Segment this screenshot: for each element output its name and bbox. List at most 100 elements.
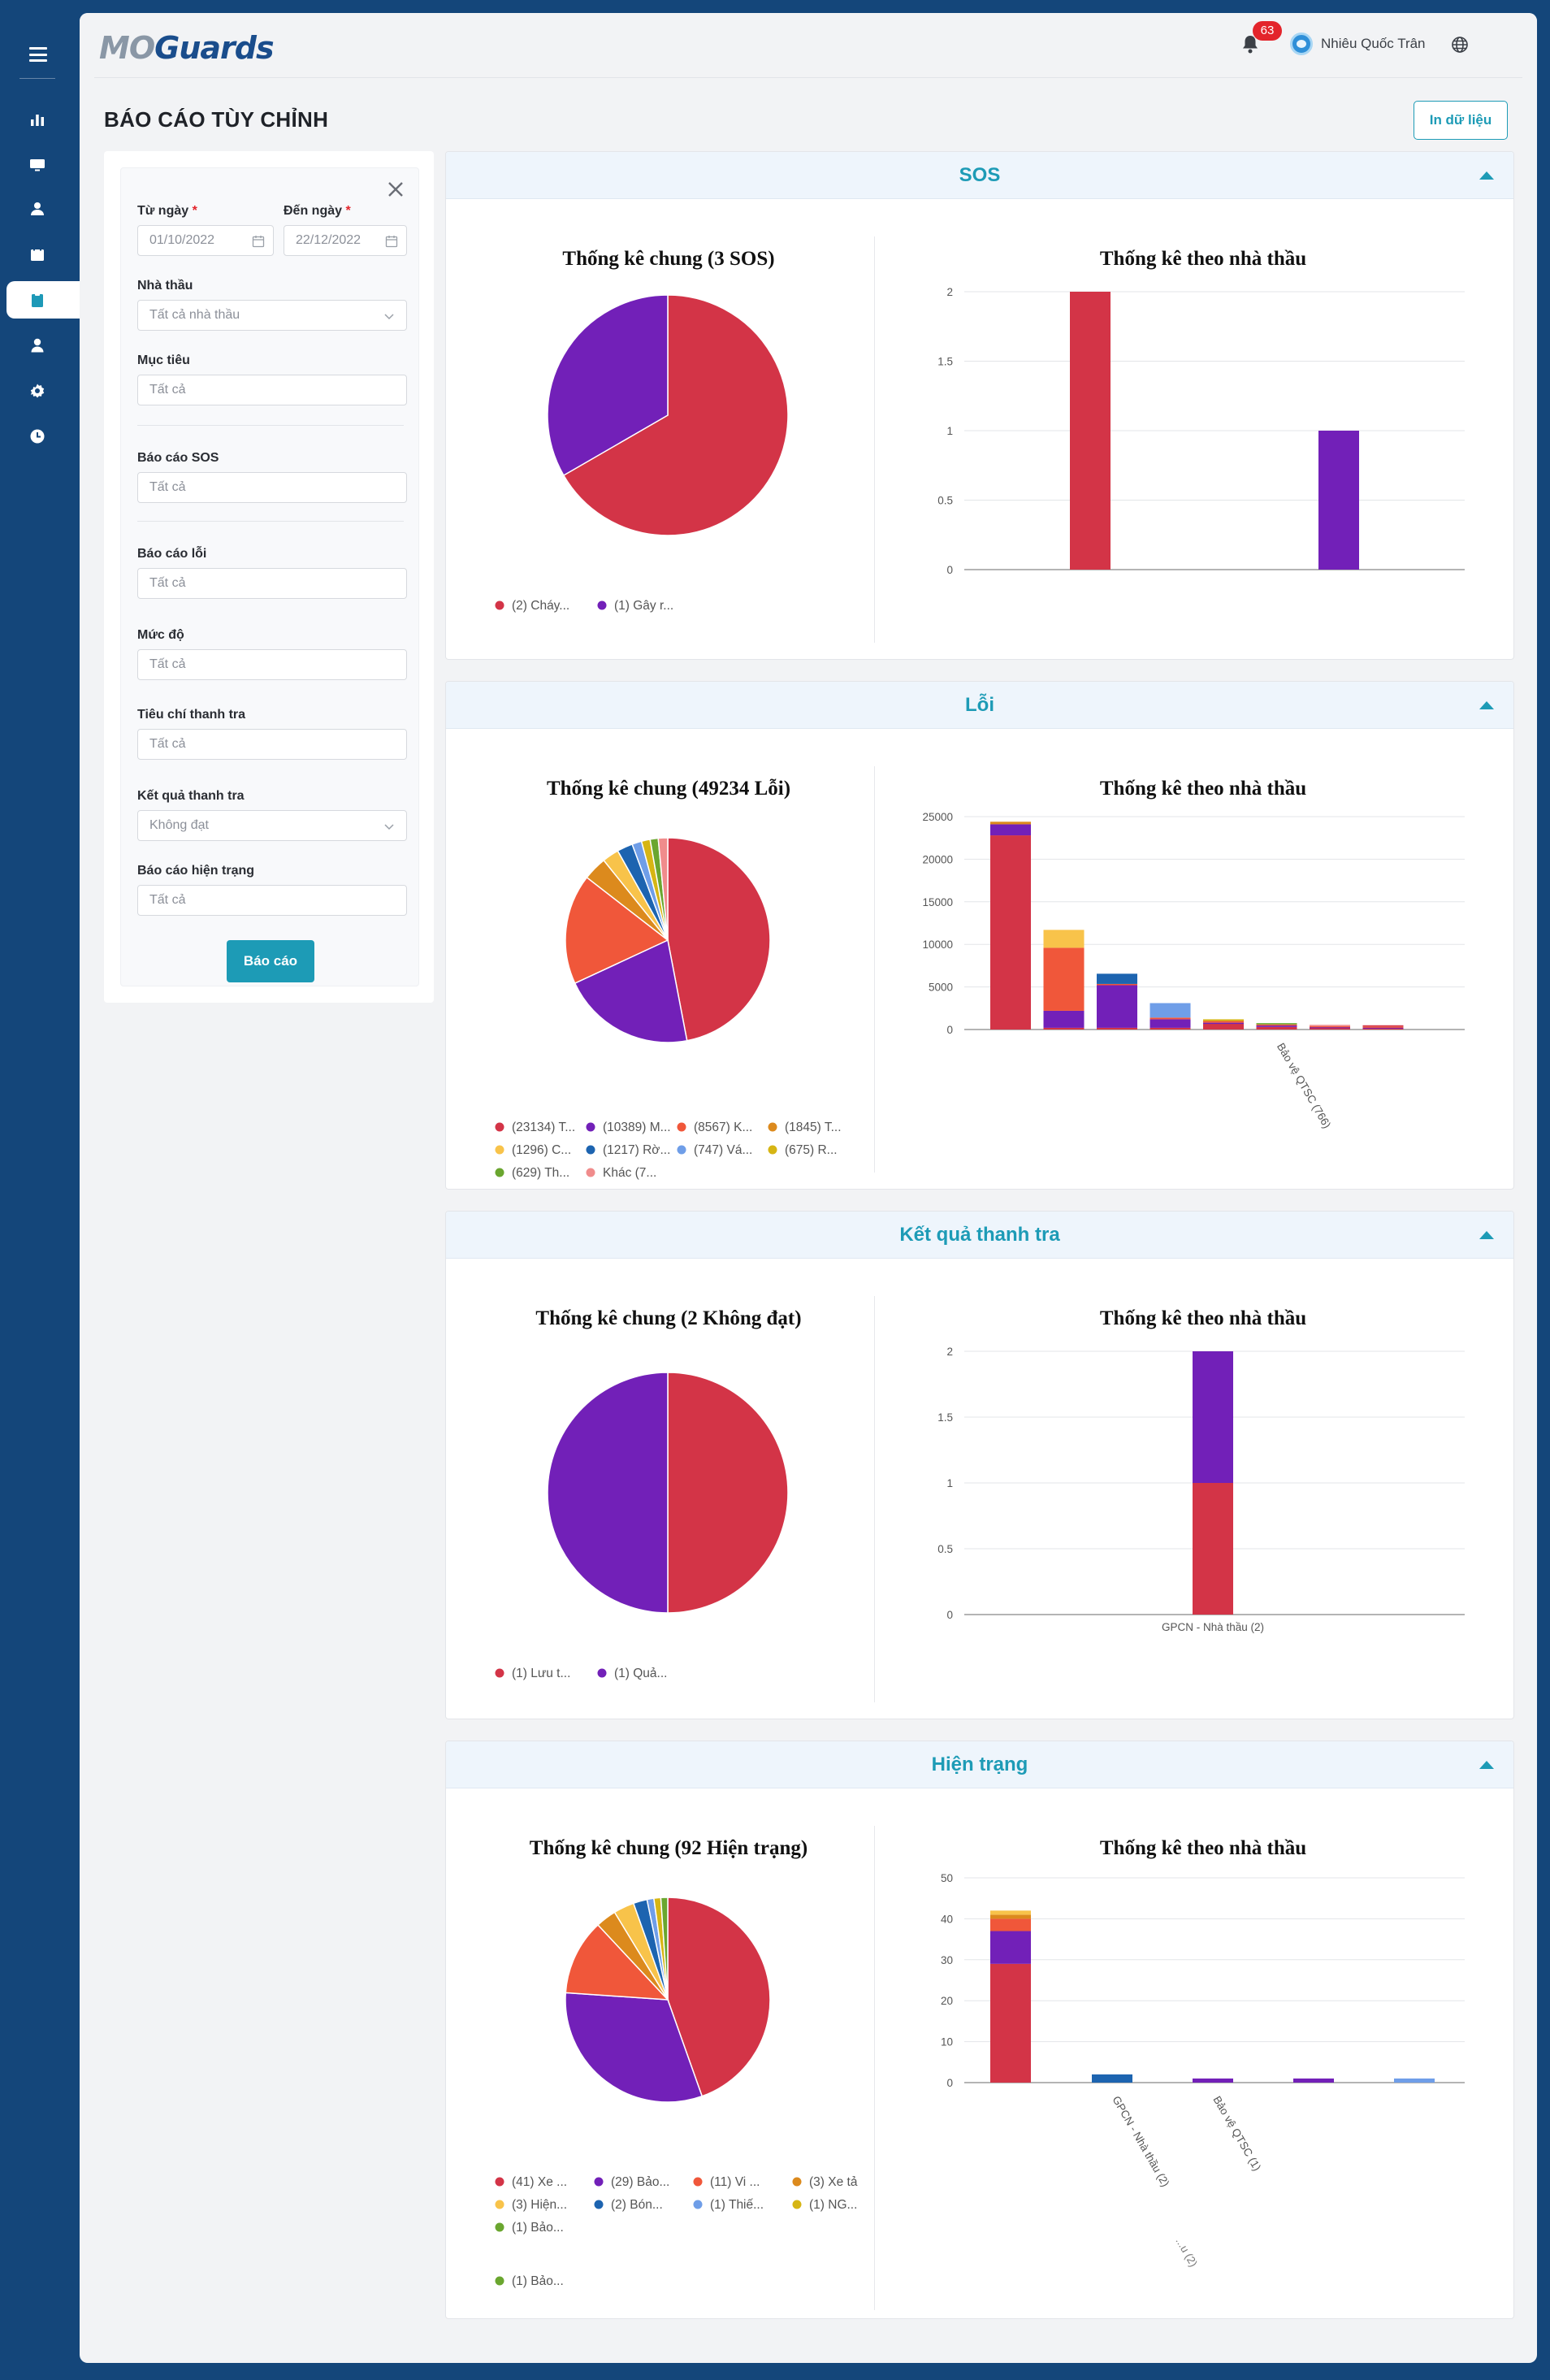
legend-marker — [495, 1145, 504, 1155]
sidebar-item-dashboard[interactable] — [6, 101, 80, 138]
legend-marker — [768, 1145, 777, 1155]
main-panel: MO Guards 63 Nhiêu Quốc Trân BÁO CÁO TÙY … — [80, 13, 1537, 2363]
error-report-input[interactable]: Tất cả — [137, 568, 407, 599]
print-data-button[interactable]: In dữ liệu — [1414, 101, 1508, 140]
bar — [1310, 1025, 1350, 1028]
bar — [1193, 2078, 1233, 2083]
y-tick-label: 30 — [941, 1954, 953, 1966]
bar — [1070, 292, 1111, 570]
section-header-inspection[interactable]: Kết quả thanh tra — [446, 1212, 1513, 1259]
gear-icon — [30, 384, 45, 398]
legend-label: (1) Quả... — [614, 1667, 667, 1680]
required-mark: * — [345, 204, 351, 218]
collapse-caret-icon[interactable] — [1479, 171, 1494, 180]
bar — [1256, 1025, 1297, 1027]
legend-marker — [594, 2177, 604, 2187]
language-button[interactable] — [1451, 36, 1470, 55]
y-tick-label: 0 — [946, 1024, 953, 1036]
legend-label: (2) Bón... — [611, 2198, 663, 2212]
section-header-status[interactable]: Hiện trạng — [446, 1741, 1513, 1788]
sidebar-item-reports[interactable] — [6, 281, 80, 319]
bar — [990, 1918, 1031, 1931]
target-value: Tất cả — [149, 383, 186, 397]
target-label: Mục tiêu — [137, 353, 190, 367]
sidebar-item-users-group[interactable] — [6, 190, 80, 228]
from-date-label-text: Từ ngày — [137, 204, 189, 218]
chart-inspection: (1) Lưu t... (1) Quả... 0 0.5 1 1.5 2 GPCN - Nh… — [495, 1346, 1465, 1680]
inspection-result-select[interactable]: Không đạt — [137, 810, 407, 841]
legend-marker — [594, 2200, 604, 2209]
status-report-value: Tất cả — [149, 893, 186, 907]
level-label: Mức độ — [137, 628, 184, 642]
status-report-input[interactable]: Tất cả — [137, 885, 407, 916]
y-tick-label: 20 — [941, 1995, 953, 2007]
y-tick-label: 20000 — [922, 853, 953, 865]
legend-label: (10389) M... — [603, 1121, 671, 1134]
legend-label: (1) Bảo... — [512, 2221, 564, 2235]
legend-label: (629) Th... — [512, 1166, 569, 1180]
sidebar-item-history[interactable] — [6, 418, 80, 455]
chevron-down-icon — [384, 314, 394, 320]
y-tick-label: 0 — [946, 564, 953, 576]
legend-marker — [495, 1668, 504, 1678]
level-input[interactable]: Tất cả — [137, 649, 407, 680]
pie-slice — [667, 1372, 789, 1614]
bar — [1150, 1003, 1191, 1018]
chart-sos-pie: (2) Cháy... (1) Gây r... 0 0.5 1 1.5 2 — [495, 286, 1465, 613]
notification-button[interactable] — [1241, 34, 1261, 55]
bar — [1203, 1021, 1244, 1023]
target-input[interactable]: Tất cả — [137, 375, 407, 405]
from-date-input[interactable]: 01/10/2022 — [137, 225, 274, 256]
legend-marker — [693, 2177, 703, 2187]
sidebar-item-user[interactable] — [6, 327, 80, 364]
section-current-status: Hiện trạng Thống kê chung (92 Hiện trạng… — [445, 1741, 1514, 2319]
bar — [990, 1910, 1031, 1915]
menu-toggle-icon[interactable] — [29, 47, 47, 62]
pie-slice — [547, 1372, 669, 1614]
bar — [1043, 1027, 1085, 1030]
collapse-caret-icon[interactable] — [1479, 701, 1494, 709]
legend-marker — [677, 1145, 686, 1155]
pie-slice — [565, 876, 669, 985]
section-header-errors[interactable]: Lỗi — [446, 682, 1513, 729]
logo[interactable]: MO Guards — [99, 28, 275, 68]
criteria-value: Tất cả — [149, 737, 186, 751]
legend-marker — [792, 2200, 802, 2209]
legend-marker — [792, 2177, 802, 2187]
filter-card: Từ ngày * Đến ngày * 01/10/2022 22/12/20… — [120, 167, 419, 986]
section-body: Thống kê chung (3 SOS) Thống kê theo nhà… — [446, 199, 1513, 659]
y-tick-label: 1.5 — [937, 356, 953, 368]
bar — [1256, 1024, 1297, 1026]
bar — [1150, 1019, 1191, 1028]
bar — [1097, 985, 1137, 1028]
pie-chart-title: Thống kê chung (3 SOS) — [562, 248, 775, 270]
section-header-sos[interactable]: SOS — [446, 152, 1513, 199]
to-date-input[interactable]: 22/12/2022 — [284, 225, 407, 256]
collapse-caret-icon[interactable] — [1479, 1231, 1494, 1239]
bar-chart-title: Thống kê theo nhà thầu — [1099, 1837, 1307, 1859]
chart-divider — [874, 1296, 875, 1702]
report-submit-button[interactable]: Báo cáo — [227, 940, 314, 982]
legend-marker — [677, 1122, 686, 1132]
chart-divider — [874, 766, 875, 1173]
pie-chart-title: Thống kê chung (2 Không đạt) — [535, 1307, 802, 1329]
legend-label: (3) Hiện... — [512, 2198, 567, 2212]
close-filter-button[interactable] — [386, 180, 405, 199]
notification-badge: 63 — [1253, 21, 1282, 41]
criteria-label: Tiêu chí thanh tra — [137, 708, 246, 722]
legend-marker — [495, 2222, 504, 2232]
collapse-caret-icon[interactable] — [1479, 1761, 1494, 1769]
section-sos: SOS Thống kê chung (3 SOS) Thống kê theo… — [445, 151, 1514, 660]
avatar — [1290, 33, 1313, 55]
chart-status: (41) Xe ... (29) Bảo... (11) Vi ... (3) Xe … — [495, 1872, 1465, 2288]
bar — [1310, 1025, 1350, 1026]
sos-report-input[interactable]: Tất cả — [137, 472, 407, 503]
contractor-select[interactable]: Tất cả nhà thầu — [137, 300, 407, 331]
bar — [1310, 1027, 1350, 1030]
criteria-input[interactable]: Tất cả — [137, 729, 407, 760]
sidebar-item-calendar[interactable] — [6, 236, 80, 273]
legend-label: (1) NG... — [809, 2198, 857, 2212]
sidebar-item-settings[interactable] — [6, 372, 80, 410]
user-menu[interactable]: Nhiêu Quốc Trân — [1290, 33, 1426, 55]
sidebar-item-monitor[interactable] — [6, 146, 80, 184]
